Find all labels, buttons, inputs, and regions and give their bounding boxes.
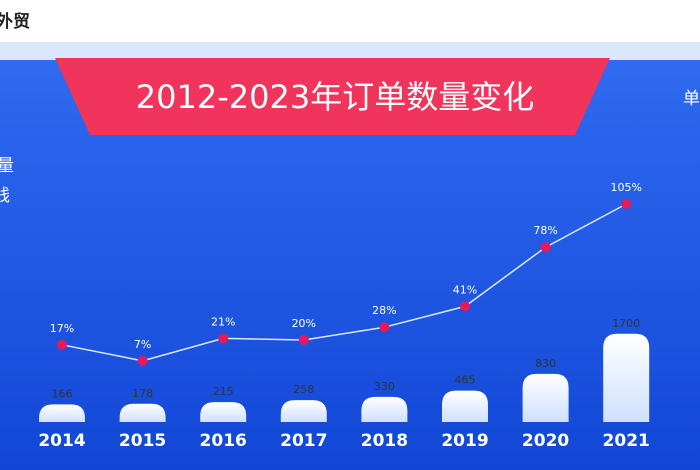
- bar: [39, 404, 85, 422]
- bar: [361, 396, 408, 422]
- line-point: [298, 335, 309, 345]
- line-point: [540, 242, 551, 253]
- point-label: 20%: [292, 317, 316, 330]
- x-tick-label: 2016: [200, 431, 247, 451]
- bar-value-label: 830: [535, 357, 556, 370]
- line-point: [379, 322, 390, 333]
- bar-value-label: 178: [132, 387, 153, 400]
- line-point: [218, 333, 229, 344]
- x-tick-label: 2015: [119, 431, 166, 451]
- line-point: [460, 301, 470, 312]
- line-point: [57, 339, 67, 350]
- bar: [119, 403, 166, 422]
- unit-label: 单: [683, 89, 700, 109]
- line-point: [621, 199, 632, 209]
- x-tick-label: 2021: [603, 431, 650, 451]
- bar-value-label: 215: [213, 385, 234, 398]
- x-tick-label: 2018: [361, 431, 408, 451]
- header-bar: [0, 0, 700, 42]
- bar: [280, 400, 327, 422]
- point-label: 17%: [50, 322, 74, 335]
- bar-value-label: 1700: [612, 317, 640, 330]
- point-label: 105%: [610, 181, 641, 194]
- point-label: 7%: [134, 338, 151, 351]
- bar: [522, 373, 569, 422]
- point-label: 78%: [533, 224, 557, 237]
- bar-value-label: 465: [455, 374, 476, 387]
- point-label: 21%: [211, 315, 235, 328]
- brand: 外贸: [0, 11, 30, 32]
- x-tick-label: 2017: [280, 431, 327, 451]
- line: [61, 203, 627, 362]
- bar-value-label: 330: [374, 380, 395, 393]
- bar-value-label: 258: [293, 383, 314, 396]
- bar-value-label: 166: [52, 387, 73, 400]
- line-point: [137, 355, 148, 366]
- bar: [442, 390, 488, 422]
- chart-title: 2012-2023年订单数量变化: [136, 78, 534, 116]
- x-tick-label: 2019: [441, 431, 488, 451]
- point-label: 41%: [453, 283, 477, 296]
- x-tick-label: 2014: [38, 431, 85, 451]
- bar: [200, 402, 247, 422]
- x-tick-label: 2020: [522, 431, 569, 451]
- bar: [603, 333, 650, 422]
- header-band: [0, 42, 700, 60]
- side-label: 量: [0, 156, 14, 176]
- point-label: 28%: [372, 304, 396, 317]
- title-banner: [55, 58, 610, 135]
- side-label: 钱: [0, 186, 10, 206]
